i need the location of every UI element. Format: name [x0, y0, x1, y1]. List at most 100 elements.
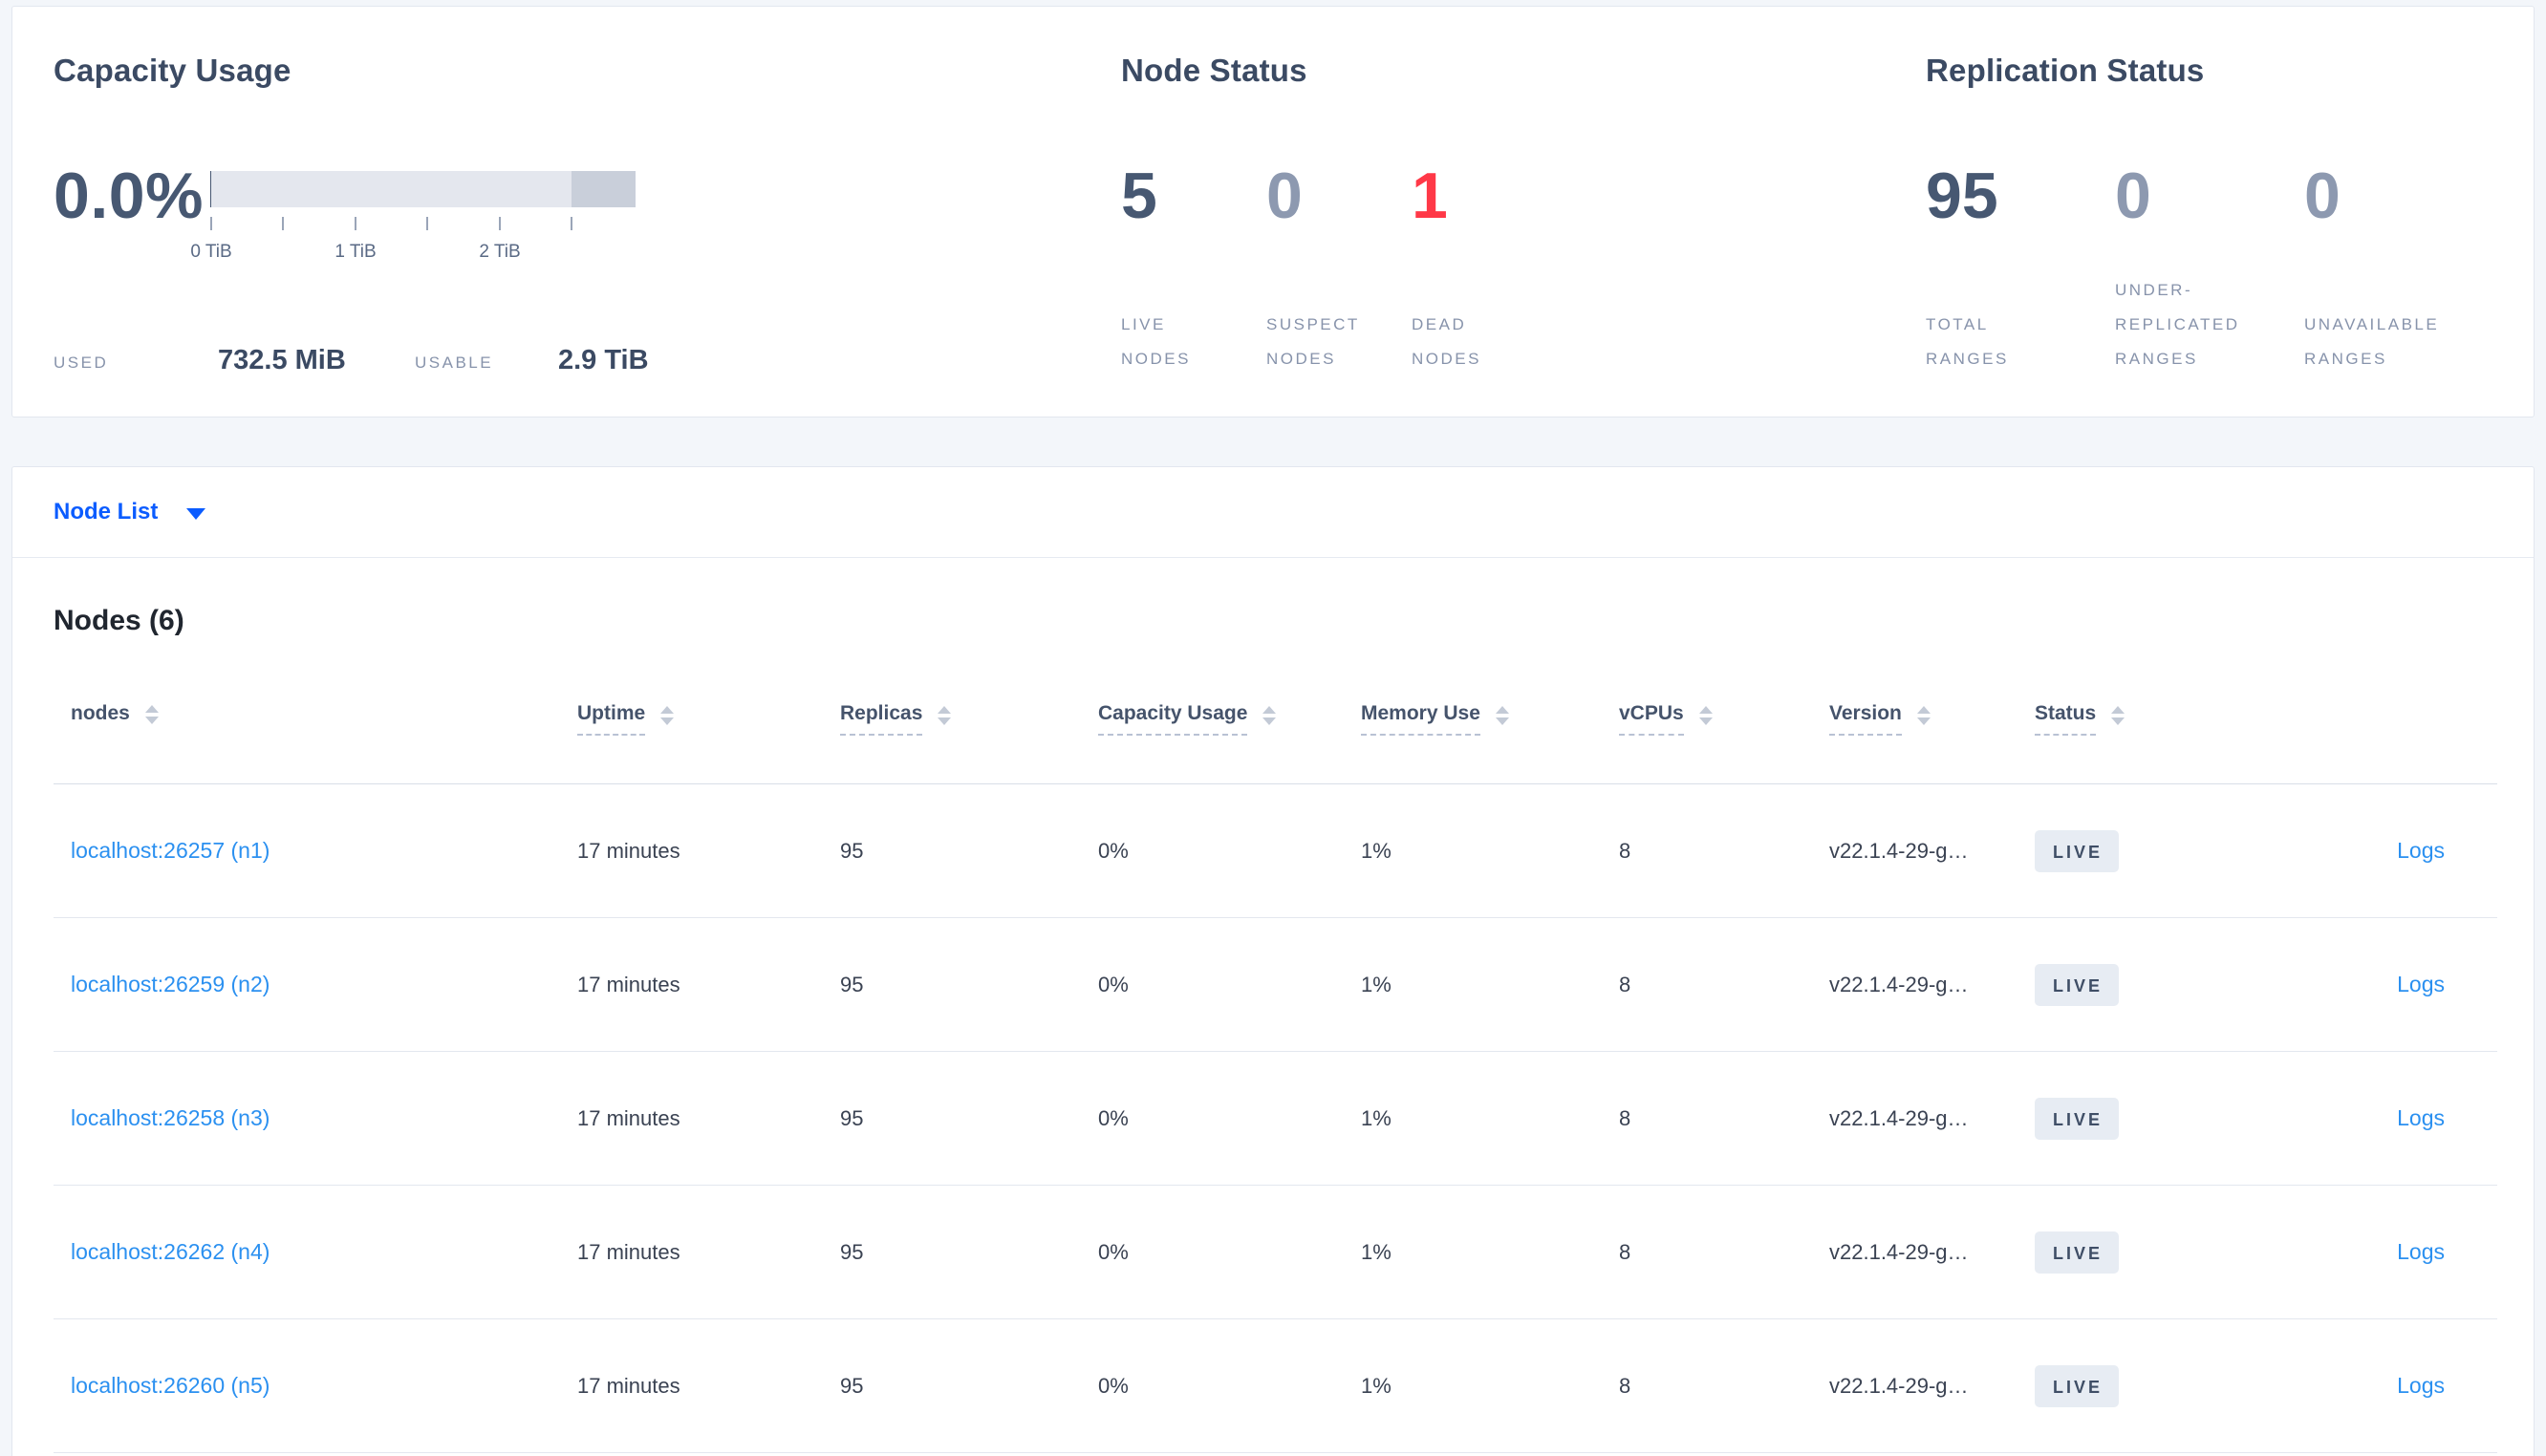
vcpus-cell: 8: [1619, 1051, 1829, 1186]
logs-link[interactable]: Logs: [2397, 1239, 2445, 1264]
under-replicated-ranges-metric: 0 UNDER- REPLICATED RANGES: [2115, 7, 2304, 417]
column-label: nodes: [71, 702, 130, 724]
memory-use-cell: 1%: [1361, 917, 1619, 1052]
live-nodes-label: LIVE NODES: [1121, 315, 1191, 368]
table-row: localhost:26260 (n5) 17 minutes 95 0% 1%…: [54, 1318, 2497, 1453]
table-row: localhost:26262 (n4) 17 minutes 95 0% 1%…: [54, 1185, 2497, 1319]
node-link[interactable]: localhost:26262 (n4): [71, 1239, 270, 1264]
status-badge: LIVE: [2035, 963, 2120, 1006]
sort-arrows-icon[interactable]: [1698, 706, 1713, 725]
dead-nodes-count: 1: [1412, 160, 1448, 232]
live-nodes-count: 5: [1121, 160, 1157, 232]
uptime-cell: 17 minutes: [577, 1318, 840, 1453]
node-list-panel: Node List Nodes (6) nodes Uptime Replicas C…: [11, 466, 2535, 1456]
capacity-used-percent: 0.0%: [54, 160, 204, 232]
node-list-dropdown-label: Node List: [54, 499, 159, 525]
node-link[interactable]: localhost:26258 (n3): [71, 1105, 270, 1130]
memory-use-cell: 1%: [1361, 783, 1619, 918]
replicas-cell: 95: [840, 917, 1098, 1052]
node-list-toolbar: Node List: [12, 467, 2534, 558]
column-header-Memory Use[interactable]: Memory Use: [1361, 669, 1619, 784]
capacity-usage-cell: 0%: [1098, 1185, 1361, 1319]
capacity-usage-cell: 0%: [1098, 1318, 1361, 1453]
column-header-vCPUs[interactable]: vCPUs: [1619, 669, 1829, 784]
column-label: Memory Use: [1361, 701, 1480, 736]
replicas-cell: 95: [840, 1185, 1098, 1319]
column-header-Capacity Usage[interactable]: Capacity Usage: [1098, 669, 1361, 784]
capacity-usage-title: Capacity Usage: [54, 53, 291, 88]
capacity-bar: [210, 171, 636, 207]
column-label: Replicas: [840, 701, 923, 736]
axis-tick-label: 2 TiB: [479, 242, 521, 262]
status-badge: LIVE: [2035, 1097, 2120, 1140]
node-list-dropdown[interactable]: Node List: [54, 499, 206, 525]
vcpus-cell: 8: [1619, 1185, 1829, 1319]
nodes-table: nodes Uptime Replicas Capacity Usage Memory …: [54, 669, 2497, 1453]
unavailable-ranges-label: UNAVAILABLE RANGES: [2304, 315, 2440, 368]
sort-arrows-icon[interactable]: [144, 705, 159, 724]
total-ranges-count: 95: [1926, 160, 1998, 232]
table-row: localhost:26258 (n3) 17 minutes 95 0% 1%…: [54, 1051, 2497, 1186]
logs-link[interactable]: Logs: [2397, 1373, 2445, 1398]
column-header-nodes[interactable]: nodes: [54, 669, 577, 784]
logs-link[interactable]: Logs: [2397, 1105, 2445, 1130]
dead-nodes-metric: 1 DEAD NODES: [1412, 7, 1557, 417]
under-replicated-ranges-label: UNDER- REPLICATED RANGES: [2115, 281, 2240, 368]
capacity-usage-section: Capacity Usage 0.0% 0 TiB 1 TiB 2 TiB US…: [54, 7, 761, 417]
node-link[interactable]: localhost:26260 (n5): [71, 1373, 270, 1398]
sort-arrows-icon[interactable]: [1916, 706, 1931, 725]
nodes-section-title: Nodes (6): [54, 605, 184, 636]
logs-link[interactable]: Logs: [2397, 838, 2445, 863]
column-header-Replicas[interactable]: Replicas: [840, 669, 1098, 784]
capacity-stats: USED 732.5 MiB USABLE 2.9 TiB: [54, 338, 761, 376]
axis-tick: [355, 217, 356, 230]
capacity-bar-used-segment: [210, 171, 211, 207]
unavailable-ranges-metric: 0 UNAVAILABLE RANGES: [2304, 7, 2493, 417]
column-header-Version[interactable]: Version: [1829, 669, 2035, 784]
chevron-down-icon: [186, 508, 206, 520]
axis-tick-label: 1 TiB: [334, 242, 377, 262]
memory-use-cell: 1%: [1361, 1318, 1619, 1453]
version-cell: v22.1.4-29-g…: [1829, 1051, 2035, 1186]
uptime-cell: 17 minutes: [577, 917, 840, 1052]
version-cell: v22.1.4-29-g…: [1829, 1318, 2035, 1453]
sort-arrows-icon[interactable]: [1262, 706, 1277, 725]
vcpus-cell: 8: [1619, 1318, 1829, 1453]
memory-use-cell: 1%: [1361, 1051, 1619, 1186]
sort-arrows-icon[interactable]: [660, 706, 675, 725]
replicas-cell: 95: [840, 1318, 1098, 1453]
logs-link[interactable]: Logs: [2397, 972, 2445, 996]
axis-tick: [499, 217, 501, 230]
memory-use-cell: 1%: [1361, 1185, 1619, 1319]
used-value: 732.5 MiB: [218, 345, 346, 375]
capacity-usage-cell: 0%: [1098, 1051, 1361, 1186]
replication-status-title: Replication Status: [1926, 53, 2205, 88]
total-ranges-metric: 95 TOTAL RANGES: [1926, 7, 2115, 417]
version-cell: v22.1.4-29-g…: [1829, 1185, 2035, 1319]
column-header-Uptime[interactable]: Uptime: [577, 669, 840, 784]
column-label: Version: [1829, 701, 1902, 736]
column-label: Uptime: [577, 701, 646, 736]
column-label: Status: [2035, 701, 2097, 736]
sort-arrows-icon[interactable]: [938, 706, 952, 725]
column-header-Status[interactable]: Status: [2035, 669, 2278, 784]
replicas-cell: 95: [840, 1051, 1098, 1186]
axis-tick: [571, 217, 572, 230]
node-status-section: Node Status 5 LIVE NODES 0 SUSPECT NODES…: [1121, 7, 1866, 417]
sort-arrows-icon[interactable]: [2111, 706, 2125, 725]
total-ranges-label: TOTAL RANGES: [1926, 315, 2009, 368]
vcpus-cell: 8: [1619, 783, 1829, 918]
node-link[interactable]: localhost:26259 (n2): [71, 972, 270, 996]
table-row: localhost:26259 (n2) 17 minutes 95 0% 1%…: [54, 917, 2497, 1052]
capacity-usage-cell: 0%: [1098, 917, 1361, 1052]
nodes-section: Nodes (6) nodes Uptime Replicas Capacity Us…: [12, 558, 2534, 1453]
used-label: USED: [54, 353, 109, 372]
node-link[interactable]: localhost:26257 (n1): [71, 838, 270, 863]
sort-arrows-icon[interactable]: [1495, 706, 1509, 725]
replication-status-section: Replication Status 95 TOTAL RANGES 0 UND…: [1926, 7, 2537, 417]
node-status-metrics: 5 LIVE NODES 0 SUSPECT NODES 1 DEAD NODE…: [1121, 7, 1866, 417]
under-replicated-ranges-count: 0: [2115, 160, 2151, 232]
axis-tick: [210, 217, 212, 230]
table-row: localhost:26257 (n1) 17 minutes 95 0% 1%…: [54, 783, 2497, 918]
status-badge: LIVE: [2035, 1364, 2120, 1407]
